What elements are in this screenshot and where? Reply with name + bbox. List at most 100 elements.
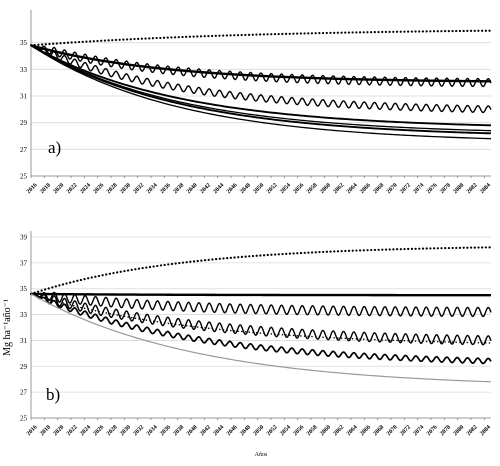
x-tick-label: 2036 <box>159 424 172 437</box>
x-tick-label: 2066 <box>359 424 372 437</box>
x-axis-title: Años <box>255 452 268 458</box>
x-tick-label: 2018 <box>39 182 52 195</box>
x-tick-label: 2034 <box>146 424 159 437</box>
y-tick-label: 25 <box>20 415 28 423</box>
x-tick-label: 2046 <box>226 182 239 195</box>
x-tick-label: 2062 <box>333 424 346 437</box>
x-tick-label: 2054 <box>279 424 292 437</box>
x-tick-label: 2018 <box>39 424 52 437</box>
series-line-5 <box>30 44 492 127</box>
y-tick-label: 37 <box>20 259 28 267</box>
y-tick-label: 33 <box>20 66 28 74</box>
x-tick-label: 2052 <box>266 182 279 195</box>
x-tick-label: 2076 <box>426 182 439 195</box>
y-tick-label: 29 <box>20 119 28 127</box>
series-line-5 <box>30 293 492 344</box>
x-tick-label: 2072 <box>399 424 412 437</box>
x-tick-label: 2048 <box>239 424 252 437</box>
chart-panel-b: 25 27 29 31 33 35 37 39 2016 2018 2020 2022 2024 2026… <box>2 231 493 458</box>
x-tick-label: 2070 <box>386 424 399 437</box>
x-tick-label: 2078 <box>439 424 452 437</box>
series-line-1 <box>29 29 493 47</box>
x-tick-label: 2072 <box>399 182 412 195</box>
x-tick-label: 2050 <box>253 424 266 437</box>
x-tick-label: 2054 <box>279 182 292 195</box>
x-tick-label: 2070 <box>386 182 399 195</box>
x-tick-label: 2064 <box>346 182 359 195</box>
series-line-1 <box>29 246 493 295</box>
series-line-4 <box>30 293 492 346</box>
series-line-2 <box>30 292 491 297</box>
x-tick-label: 2024 <box>79 424 92 437</box>
y-tick-label: 29 <box>20 363 28 371</box>
y-tick-label: 35 <box>20 285 28 293</box>
chart-panel-a: 25 27 29 31 33 35 2016 2018 2020 2022 2024 2026 2028… <box>20 10 493 195</box>
x-tick-label: 2038 <box>173 424 186 437</box>
x-tick-label: 2074 <box>413 424 426 437</box>
x-tick-label: 2028 <box>106 424 119 437</box>
x-tick-label: 2056 <box>293 424 306 437</box>
x-tick-label: 2026 <box>93 424 106 437</box>
x-tick-label: 2036 <box>159 182 172 195</box>
x-tick-label: 2042 <box>199 424 212 437</box>
x-tick-label: 2044 <box>213 424 226 437</box>
x-tick-label: 2082 <box>466 424 479 437</box>
x-tick-label: 2064 <box>346 424 359 437</box>
x-tick-label: 2040 <box>186 424 199 437</box>
x-tick-label: 2026 <box>93 182 106 195</box>
x-tick-label: 2032 <box>133 182 146 195</box>
series-line-8 <box>30 44 492 140</box>
x-tick-label: 2080 <box>453 182 466 195</box>
x-tick-label: 2040 <box>186 182 199 195</box>
x-tick-label: 2066 <box>359 182 372 195</box>
x-tick-label: 2082 <box>466 182 479 195</box>
x-tick-label: 2016 <box>26 424 39 437</box>
series-line-4 <box>30 44 492 114</box>
x-tick-label: 2030 <box>119 182 132 195</box>
x-tick-label: 2068 <box>373 424 386 437</box>
x-tick-label: 2016 <box>26 182 39 195</box>
y-tick-label: 31 <box>20 337 28 345</box>
x-tick-label: 2084 <box>479 424 492 437</box>
series-line-7 <box>30 293 492 383</box>
x-tick-label: 2068 <box>373 182 386 195</box>
x-tick-label: 2048 <box>239 182 252 195</box>
y-tick-label: 25 <box>20 173 28 181</box>
x-tick-label: 2058 <box>306 424 319 437</box>
series-line-6 <box>30 44 492 132</box>
x-tick-label: 2020 <box>53 182 66 195</box>
x-tick-label: 2046 <box>226 424 239 437</box>
x-tick-label: 2020 <box>53 424 66 437</box>
x-tick-label: 2050 <box>253 182 266 195</box>
x-tick-label: 2076 <box>426 424 439 437</box>
x-tick-label: 2030 <box>119 424 132 437</box>
x-tick-label: 2084 <box>479 182 492 195</box>
y-tick-label: 39 <box>20 234 28 242</box>
panel-label: a) <box>48 138 61 157</box>
series-line-3 <box>30 291 492 318</box>
y-tick-label: 27 <box>20 146 28 154</box>
x-tick-label: 2044 <box>213 182 226 195</box>
x-tick-label: 2034 <box>146 182 159 195</box>
x-tick-label: 2032 <box>133 424 146 437</box>
x-tick-label: 2078 <box>439 182 452 195</box>
x-tick-label: 2022 <box>66 182 79 195</box>
series-line-7 <box>30 44 492 135</box>
x-tick-label: 2060 <box>319 424 332 437</box>
series-line-3 <box>30 44 492 88</box>
series-line-6 <box>30 293 492 365</box>
x-tick-label: 2060 <box>319 182 332 195</box>
y-tick-label: 31 <box>20 93 28 101</box>
x-tick-label: 2056 <box>293 182 306 195</box>
x-tick-label: 2028 <box>106 182 119 195</box>
x-tick-label: 2024 <box>79 182 92 195</box>
y-axis-title: Mg ha⁻¹año⁻¹ <box>2 299 13 356</box>
x-tick-label: 2062 <box>333 182 346 195</box>
x-tick-label: 2074 <box>413 182 426 195</box>
y-tick-label: 27 <box>20 389 28 397</box>
y-tick-label: 35 <box>20 39 28 47</box>
panel-label: b) <box>46 385 60 404</box>
y-tick-label: 33 <box>20 311 28 319</box>
x-tick-label: 2038 <box>173 182 186 195</box>
